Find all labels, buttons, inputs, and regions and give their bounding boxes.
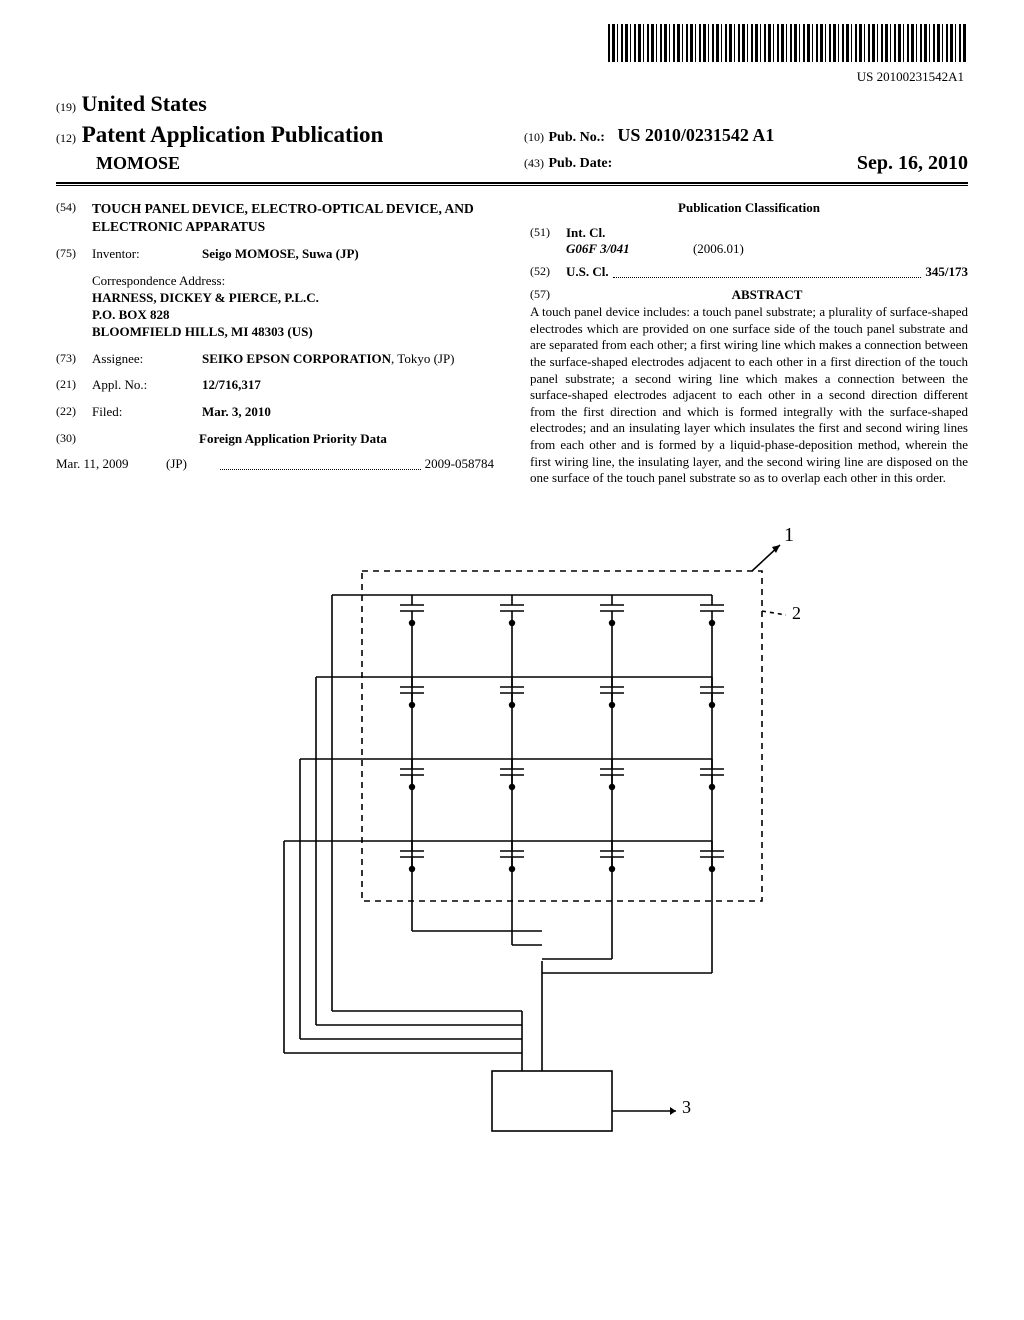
svg-text:1: 1 (784, 524, 794, 546)
inventor-label: Inventor: (92, 246, 202, 263)
assignee-label: Assignee: (92, 351, 202, 368)
code-54: (54) (56, 200, 92, 236)
code-10: (10) (524, 130, 544, 144)
assignee-loc: , Tokyo (JP) (391, 351, 455, 366)
corr-name: HARNESS, DICKEY & PIERCE, P.L.C. (92, 290, 494, 307)
author: MOMOSE (56, 152, 500, 175)
pubclass-heading: Publication Classification (530, 200, 968, 217)
pubdate: Sep. 16, 2010 (857, 150, 968, 176)
svg-text:2: 2 (792, 603, 801, 623)
applno: 12/716,317 (202, 377, 261, 392)
code-75: (75) (56, 246, 92, 263)
intcl-value: G06F 3/041 (566, 241, 630, 256)
abstract-text: A touch panel device includes: a touch p… (530, 304, 968, 487)
barcode-number: US 20100231542A1 (56, 69, 968, 86)
code-51: (51) (530, 225, 566, 242)
corr-label: Correspondence Address: (92, 273, 494, 290)
corr-line3: BLOOMFIELD HILLS, MI 48303 (US) (92, 324, 494, 341)
code-21: (21) (56, 377, 92, 394)
applno-label: Appl. No.: (92, 377, 202, 394)
header-rule-thick (56, 182, 968, 184)
invention-title: TOUCH PANEL DEVICE, ELECTRO-OPTICAL DEVI… (92, 200, 494, 236)
uscl-label: U.S. Cl. (566, 264, 609, 281)
priority-country: (JP) (166, 456, 216, 473)
pub-type: Patent Application Publication (82, 122, 384, 147)
left-column: (54) TOUCH PANEL DEVICE, ELECTRO-OPTICAL… (56, 200, 494, 487)
code-30: (30) (56, 431, 92, 448)
pubno: US 2010/0231542 A1 (617, 125, 774, 145)
header: (19) United States (12) Patent Applicati… (56, 90, 968, 176)
code-43: (43) (524, 156, 544, 170)
barcode-graphic (608, 24, 968, 62)
code-12: (12) (56, 131, 76, 145)
intcl-year: (2006.01) (693, 241, 744, 256)
figure: 1 2 3 (56, 511, 968, 1156)
code-57: (57) (530, 287, 566, 304)
priority-dots (220, 456, 421, 470)
priority-heading: Foreign Application Priority Data (92, 431, 494, 448)
abstract-heading: ABSTRACT (566, 287, 968, 304)
right-column: Publication Classification (51) Int. Cl.… (530, 200, 968, 487)
priority-date: Mar. 11, 2009 (56, 456, 166, 473)
code-22: (22) (56, 404, 92, 421)
uscl-dots (613, 264, 922, 278)
inventor: Seigo MOMOSE, Suwa (JP) (202, 246, 359, 261)
code-73: (73) (56, 351, 92, 368)
pubdate-label: Pub. Date: (549, 156, 613, 171)
priority-number: 2009-058784 (425, 456, 494, 473)
intcl-label: Int. Cl. (566, 225, 605, 242)
filed: Mar. 3, 2010 (202, 404, 271, 419)
code-52: (52) (530, 264, 566, 281)
filed-label: Filed: (92, 404, 202, 421)
country: United States (82, 91, 207, 116)
header-rule-thin (56, 185, 968, 186)
corr-line2: P.O. BOX 828 (92, 307, 494, 324)
svg-text:3: 3 (682, 1097, 691, 1117)
assignee: SEIKO EPSON CORPORATION (202, 351, 391, 366)
code-19: (19) (56, 100, 76, 114)
barcode-area: US 20100231542A1 (56, 24, 968, 86)
body-columns: (54) TOUCH PANEL DEVICE, ELECTRO-OPTICAL… (56, 200, 968, 487)
pubno-label: Pub. No.: (549, 130, 605, 145)
uscl-value: 345/173 (925, 264, 968, 281)
figure-svg: 1 2 3 (192, 511, 832, 1151)
